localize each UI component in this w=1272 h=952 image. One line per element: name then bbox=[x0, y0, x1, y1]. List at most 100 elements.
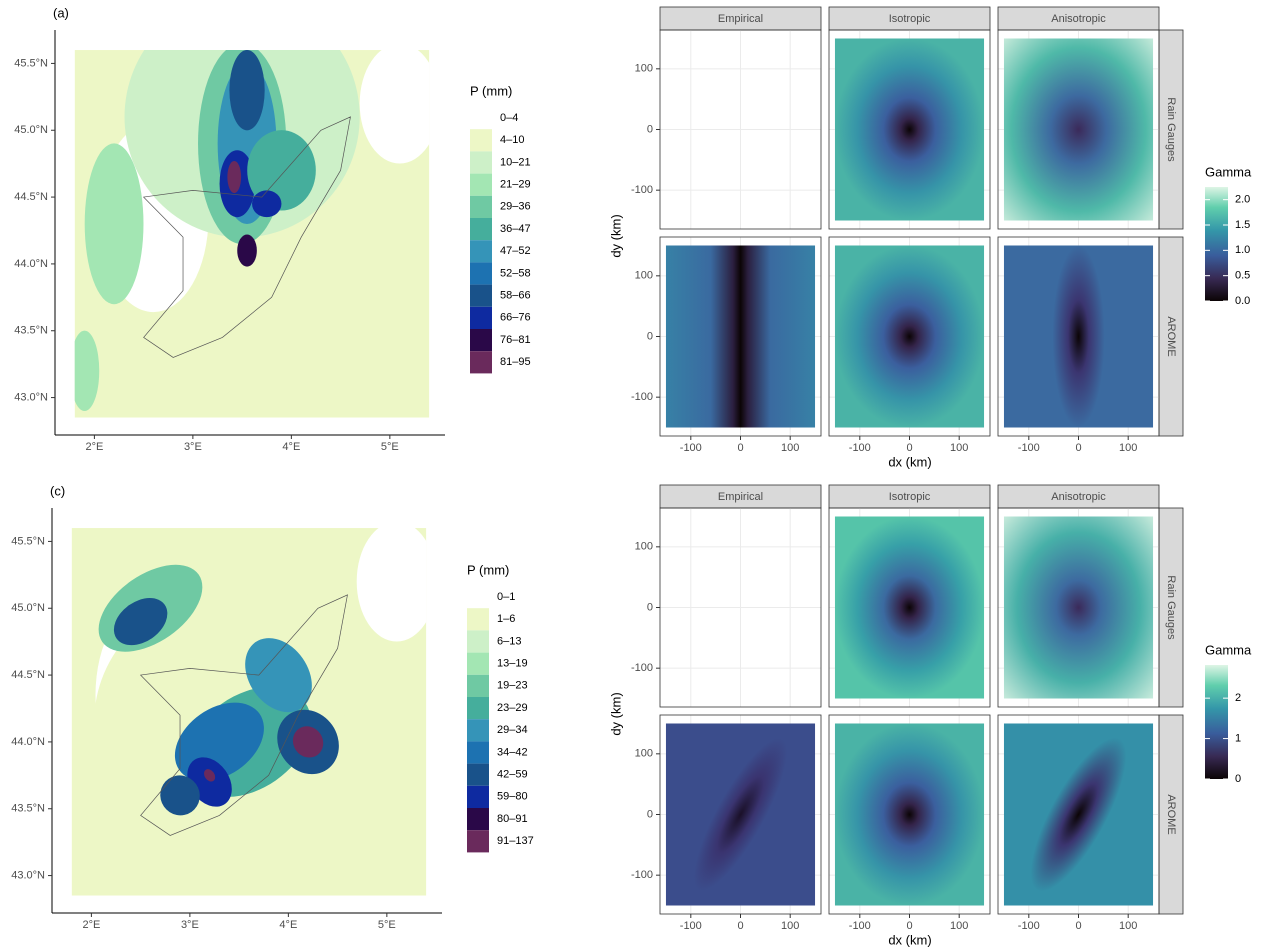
rain-cell bbox=[237, 234, 257, 267]
y-tick-label: -100 bbox=[631, 662, 653, 674]
y-tick-label: 100 bbox=[635, 748, 653, 760]
y-tick-label: 0 bbox=[647, 330, 653, 342]
x-tick-label: 3°E bbox=[181, 919, 199, 931]
strip-label: Isotropic bbox=[889, 491, 931, 503]
map-field bbox=[71, 528, 427, 896]
rain-cell bbox=[247, 130, 316, 211]
variogram-surface bbox=[1003, 723, 1154, 906]
rain-cell bbox=[245, 638, 312, 713]
legend-label: 10–21 bbox=[500, 156, 531, 168]
legend-label: 29–36 bbox=[500, 201, 531, 213]
x-tick-label: -100 bbox=[680, 442, 702, 454]
panel-border bbox=[828, 507, 991, 708]
x-tick-label: -100 bbox=[849, 920, 871, 932]
legend-label: 80–91 bbox=[497, 813, 528, 825]
legend-label: 81–95 bbox=[500, 356, 531, 368]
colorbar-label: 1.5 bbox=[1235, 219, 1250, 231]
legend-swatch bbox=[467, 741, 489, 764]
variogram-surface bbox=[834, 245, 985, 428]
legend-label: 59–80 bbox=[497, 791, 528, 803]
x-tick-label: 100 bbox=[781, 920, 799, 932]
y-tick-label: 45.5°N bbox=[14, 57, 48, 69]
map-field bbox=[74, 50, 430, 418]
legend-label: 42–59 bbox=[497, 769, 528, 781]
panel-border bbox=[997, 29, 1160, 230]
legend-swatch bbox=[467, 697, 489, 720]
legend-label: 58–66 bbox=[500, 290, 531, 302]
rain-cell bbox=[160, 775, 200, 816]
colorbar-title: Gamma bbox=[1205, 164, 1252, 179]
strip-label: Anisotropic bbox=[1051, 491, 1106, 503]
legend-swatch bbox=[467, 785, 489, 808]
x-tick-label: -100 bbox=[849, 442, 871, 454]
legend-swatch bbox=[470, 306, 492, 329]
variogram-surface bbox=[1003, 245, 1154, 428]
strip-label: Rain Gauges bbox=[1165, 97, 1177, 162]
strip bbox=[1158, 29, 1184, 230]
legend-label: 23–29 bbox=[497, 702, 528, 714]
legend-label: 21–29 bbox=[500, 179, 531, 191]
y-tick-label: 45.0°N bbox=[14, 124, 48, 136]
variogram-surface bbox=[1003, 38, 1154, 221]
colorbar bbox=[1205, 665, 1228, 779]
x-axis-title: dx (km) bbox=[888, 932, 931, 947]
rain-cell bbox=[74, 330, 100, 412]
strip-label: AROME bbox=[1165, 794, 1177, 834]
colorbar-title: Gamma bbox=[1205, 642, 1252, 657]
colorbar-label: 0.5 bbox=[1235, 270, 1250, 282]
y-tick-label: 43.5°N bbox=[14, 325, 48, 337]
y-tick-label: 44.5°N bbox=[14, 191, 48, 203]
legend-swatch bbox=[467, 808, 489, 831]
legend-swatch bbox=[470, 284, 492, 307]
x-tick-label: -100 bbox=[680, 920, 702, 932]
x-tick-label: 5°E bbox=[381, 441, 399, 453]
rain-cell bbox=[84, 143, 144, 305]
y-tick-label: 44.0°N bbox=[11, 736, 45, 748]
y-tick-label: 0 bbox=[647, 601, 653, 613]
y-tick-label: 43.0°N bbox=[11, 869, 45, 881]
x-tick-label: 3°E bbox=[184, 441, 202, 453]
legend-label: 4–10 bbox=[500, 134, 524, 146]
legend-swatch bbox=[470, 218, 492, 241]
legend-label: 0–1 bbox=[497, 591, 515, 603]
strip-label: AROME bbox=[1165, 316, 1177, 356]
variogram-surface bbox=[834, 38, 985, 221]
strip bbox=[1158, 507, 1184, 708]
x-tick-label: 100 bbox=[950, 442, 968, 454]
variogram-surface bbox=[834, 723, 985, 906]
rain-cell bbox=[227, 160, 242, 194]
y-tick-label: 44.0°N bbox=[14, 258, 48, 270]
raster bbox=[74, 50, 430, 418]
x-tick-label: 100 bbox=[950, 920, 968, 932]
rain-cell bbox=[229, 50, 265, 131]
panel-border bbox=[997, 507, 1160, 708]
panel-label: (a) bbox=[53, 5, 69, 20]
legend-label: 52–58 bbox=[500, 267, 531, 279]
legend-swatch bbox=[467, 763, 489, 786]
legend-label: 29–34 bbox=[497, 724, 528, 736]
legend-swatch bbox=[470, 351, 492, 374]
panel-label: (c) bbox=[50, 483, 65, 498]
y-tick-label: 100 bbox=[635, 270, 653, 282]
rain-cell bbox=[292, 726, 324, 758]
x-tick-label: 2°E bbox=[82, 919, 100, 931]
colorbar-label: 2 bbox=[1235, 692, 1241, 704]
x-tick-label: -100 bbox=[1018, 442, 1040, 454]
y-tick-label: 43.0°N bbox=[14, 391, 48, 403]
y-tick-label: 45.5°N bbox=[11, 535, 45, 547]
legend-swatch bbox=[467, 830, 489, 853]
colorbar-label: 0 bbox=[1235, 773, 1241, 785]
strip-label: Rain Gauges bbox=[1165, 575, 1177, 640]
x-tick-label: 100 bbox=[1119, 442, 1137, 454]
y-tick-label: 0 bbox=[647, 808, 653, 820]
rain-cell bbox=[252, 190, 282, 218]
x-tick-label: 0 bbox=[1075, 920, 1081, 932]
legend-label: 34–42 bbox=[497, 746, 528, 758]
x-tick-label: 0 bbox=[906, 442, 912, 454]
x-tick-label: 0 bbox=[906, 920, 912, 932]
y-tick-label: 43.5°N bbox=[11, 803, 45, 815]
y-axis-title: dy (km) bbox=[608, 214, 623, 257]
legend-label: 13–19 bbox=[497, 658, 528, 670]
strip-label: Empirical bbox=[718, 13, 763, 25]
legend-swatch bbox=[470, 262, 492, 285]
